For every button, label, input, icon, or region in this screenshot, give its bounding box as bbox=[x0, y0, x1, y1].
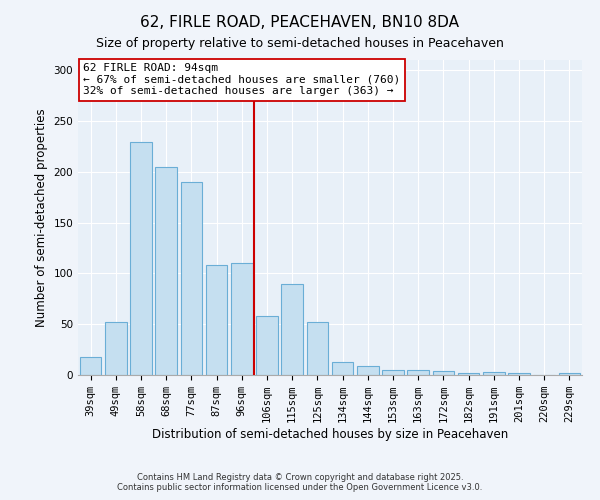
Bar bbox=[105, 322, 127, 375]
Text: 62, FIRLE ROAD, PEACEHAVEN, BN10 8DA: 62, FIRLE ROAD, PEACEHAVEN, BN10 8DA bbox=[140, 15, 460, 30]
Bar bbox=[508, 373, 530, 375]
Bar bbox=[357, 366, 379, 375]
Bar bbox=[307, 322, 328, 375]
Bar bbox=[231, 263, 253, 375]
X-axis label: Distribution of semi-detached houses by size in Peacehaven: Distribution of semi-detached houses by … bbox=[152, 428, 508, 441]
Bar bbox=[256, 316, 278, 375]
Bar bbox=[181, 182, 202, 375]
Bar bbox=[130, 142, 152, 375]
Bar bbox=[155, 166, 177, 375]
Bar bbox=[483, 372, 505, 375]
Bar bbox=[433, 371, 454, 375]
Y-axis label: Number of semi-detached properties: Number of semi-detached properties bbox=[35, 108, 48, 327]
Text: Contains HM Land Registry data © Crown copyright and database right 2025.
Contai: Contains HM Land Registry data © Crown c… bbox=[118, 473, 482, 492]
Bar bbox=[206, 266, 227, 375]
Bar bbox=[332, 362, 353, 375]
Bar bbox=[458, 373, 479, 375]
Bar bbox=[80, 356, 101, 375]
Bar bbox=[281, 284, 303, 375]
Bar bbox=[407, 370, 429, 375]
Text: 62 FIRLE ROAD: 94sqm
← 67% of semi-detached houses are smaller (760)
32% of semi: 62 FIRLE ROAD: 94sqm ← 67% of semi-detac… bbox=[83, 63, 400, 96]
Text: Size of property relative to semi-detached houses in Peacehaven: Size of property relative to semi-detach… bbox=[96, 38, 504, 51]
Bar bbox=[559, 373, 580, 375]
Bar bbox=[382, 370, 404, 375]
